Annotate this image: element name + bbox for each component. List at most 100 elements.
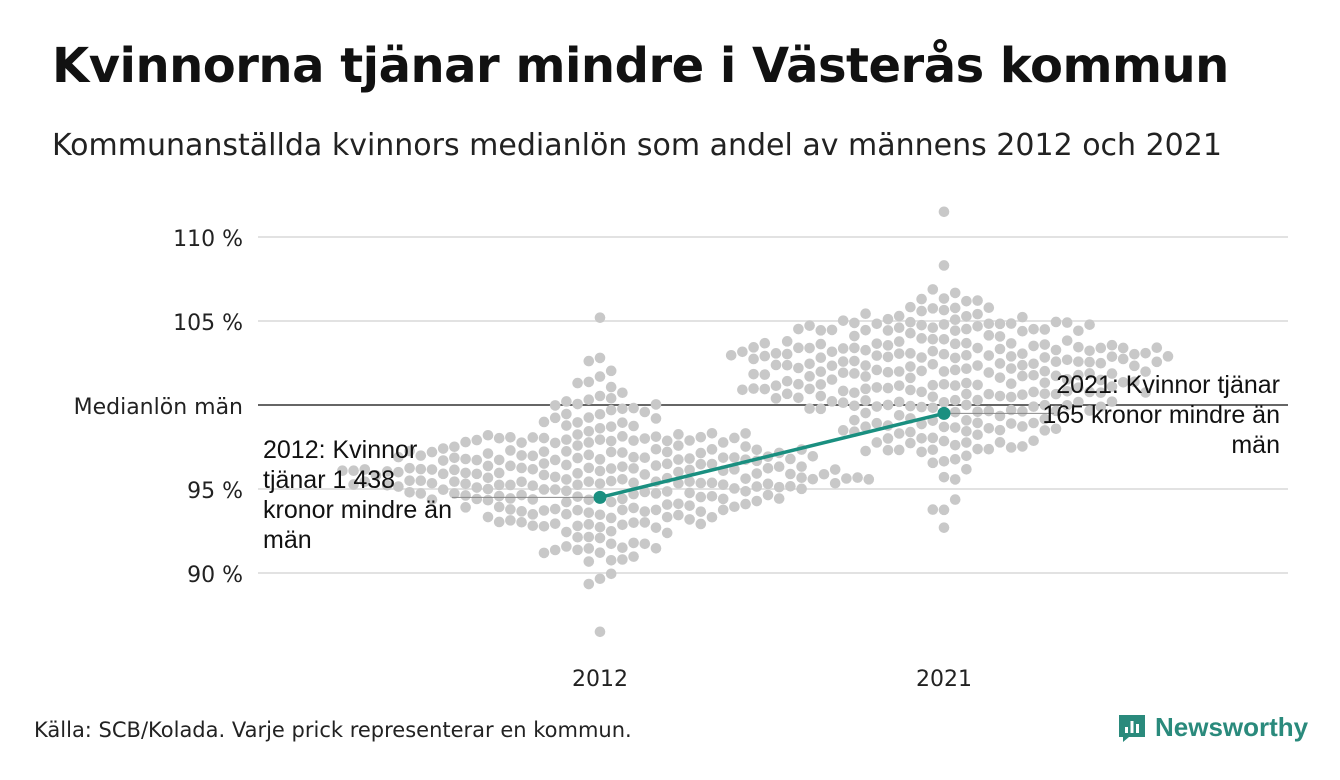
municipality-dot [572,520,583,532]
y-tick-label: 95 % [187,479,243,504]
municipality-dot [829,477,841,489]
municipality-dot [849,330,860,342]
municipality-dot [893,310,905,322]
municipality-dot [605,404,617,416]
municipality-dot [505,504,516,515]
municipality-dot [852,472,863,483]
municipality-dot [849,414,860,426]
municipality-dot [916,432,927,444]
municipality-dot [538,520,550,532]
municipality-dot [1084,345,1095,357]
municipality-dot [729,501,740,513]
municipality-dot [1073,356,1084,367]
municipality-dot [650,504,662,516]
municipality-dot [583,543,595,554]
municipality-dot [561,459,572,471]
municipality-dot [893,409,905,421]
municipality-dot [661,499,673,510]
municipality-dot [826,324,838,336]
newsworthy-logo-icon [1119,714,1145,742]
municipality-dot [1005,442,1017,453]
municipality-dot [796,472,807,484]
municipality-dot [561,396,572,407]
municipality-dot [561,474,572,485]
municipality-dot [650,488,662,499]
municipality-dot [628,402,639,414]
municipality-dot [1129,348,1140,360]
municipality-dot [949,302,961,314]
municipality-dot [673,509,684,521]
municipality-dot [793,392,804,404]
municipality-dot [938,522,950,533]
municipality-dot [871,417,883,429]
municipality-dot [871,364,883,376]
municipality-dot [762,489,774,501]
municipality-dot [994,331,1006,342]
municipality-dot [1084,405,1095,416]
municipality-dot [972,360,983,371]
municipality-dot [961,295,972,307]
municipality-dot [482,494,494,506]
municipality-dot [905,301,916,313]
municipality-dot [1028,435,1039,447]
annotation-2021: 2021: Kvinnor tjänar 165 kronor mindre ä… [1042,371,1280,459]
municipality-dot [605,365,617,377]
municipality-dot [706,444,718,455]
municipality-dot [1095,387,1107,399]
municipality-dot [516,437,527,448]
municipality-dot [860,383,871,395]
municipality-dot [938,421,950,433]
municipality-dot [617,554,628,565]
municipality-dot [516,476,527,488]
municipality-dot [849,400,860,412]
municipality-dot [949,325,961,336]
municipality-dot [785,468,796,480]
municipality-dot [759,369,771,380]
municipality-dot [927,284,939,295]
municipality-dot [1017,359,1028,371]
municipality-dot [927,432,939,444]
municipality-dot [404,445,415,457]
municipality-dot [617,473,628,485]
municipality-dot [751,495,763,507]
municipality-dot [706,490,718,502]
municipality-dot [916,305,927,317]
municipality-dot [983,350,995,361]
municipality-dot [370,470,382,481]
municipality-dot [471,493,483,505]
municipality-dot [815,325,827,336]
municipality-dot [815,390,827,402]
municipality-dot [1005,404,1017,416]
municipality-dot [1028,386,1039,398]
municipality-dot [527,509,539,520]
municipality-dot [572,440,583,451]
municipality-dot [849,387,860,399]
municipality-dot [516,506,527,517]
municipality-dot [994,343,1006,355]
municipality-dot [1084,319,1095,330]
municipality-dot [837,397,849,409]
municipality-dot [538,505,550,516]
municipality-dot [983,405,995,417]
municipality-dot [860,395,871,406]
municipality-dot [860,407,871,419]
municipality-dot [863,474,875,485]
municipality-dot [482,511,494,523]
municipality-dot [449,452,460,464]
municipality-dot [516,489,527,501]
municipality-dot [706,511,718,523]
municipality-dot [818,468,830,480]
municipality-dot [949,287,961,299]
municipality-dot [493,467,505,479]
municipality-dot [826,374,838,385]
municipality-dot [938,304,950,316]
municipality-dot [1039,339,1051,350]
municipality-dot [538,446,550,457]
municipality-dot [804,403,815,414]
municipality-dot [549,400,561,411]
municipality-dot [949,338,961,350]
municipality-dot [359,464,371,475]
municipality-dot [695,506,707,517]
municipality-dot [1039,377,1051,389]
municipality-dot [482,448,494,459]
